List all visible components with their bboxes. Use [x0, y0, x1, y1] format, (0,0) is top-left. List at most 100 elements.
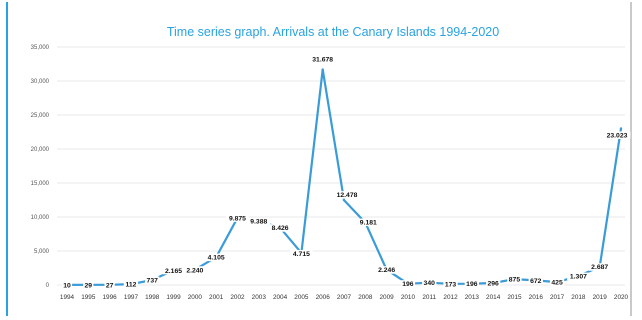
data-label-bg: [333, 191, 361, 199]
x-axis-ticks: 1994 1995 1996 1997 1998 1999 2000 2001 2002 2003…: [60, 294, 629, 301]
data-label-bg: [422, 279, 437, 287]
data-label-bg: [309, 55, 336, 64]
x-tick-label: 2018: [571, 294, 586, 301]
data-label-bg: [603, 131, 631, 139]
data-label: 296: [487, 280, 499, 287]
x-tick-label: 2014: [486, 294, 501, 301]
data-label: 173: [445, 281, 457, 288]
data-label-bg: [183, 266, 207, 274]
chart-title: Time series graph. Arrivals at the Canar…: [167, 25, 499, 39]
data-point: [619, 127, 623, 130]
x-tick-label: 2019: [593, 294, 608, 301]
data-label: 23.023: [607, 132, 628, 139]
x-tick-label: 2020: [614, 294, 629, 301]
x-tick-label: 2015: [507, 294, 522, 301]
x-tick-label: 2008: [358, 294, 373, 301]
data-label-bg: [464, 280, 479, 288]
y-tick-label: 15,000: [31, 181, 50, 187]
data-label-bg: [226, 214, 249, 222]
data-label-bg: [247, 217, 271, 226]
data-label: 4.715: [293, 251, 310, 258]
x-tick-label: 1999: [166, 294, 181, 301]
data-label-bg: [162, 266, 185, 275]
data-labels: 10 29 27 112 737 2.165 2.240 4.105 9.875 9.388 8.4…: [61, 55, 631, 289]
data-label-bg: [486, 279, 501, 287]
data-label-bg: [61, 281, 73, 289]
data-label: 31.678: [312, 57, 333, 64]
data-label: 9.875: [229, 215, 246, 222]
y-tick-label: 10,000: [31, 215, 50, 221]
data-label: 10: [63, 282, 71, 289]
data-label: 9.181: [360, 220, 377, 227]
data-label: 196: [466, 281, 478, 288]
data-label-bg: [145, 276, 160, 284]
data-label-bg: [375, 266, 398, 274]
data-label-bg: [268, 224, 292, 232]
x-tick-label: 2005: [294, 294, 309, 301]
data-label-bg: [204, 253, 228, 262]
data-label: 4.105: [208, 255, 225, 262]
y-tick-label: 35,000: [31, 45, 50, 51]
x-tick-label: 2016: [529, 294, 544, 301]
data-label-bg: [400, 280, 416, 288]
x-tick-label: 2017: [550, 294, 565, 301]
data-label: 2.687: [591, 264, 608, 271]
data-label-bg: [123, 280, 139, 289]
x-tick-label: 2002: [230, 294, 245, 301]
x-tick-label: 2009: [380, 294, 395, 301]
x-tick-label: 1994: [60, 294, 75, 301]
x-tick-label: 2011: [422, 294, 436, 301]
gridlines: [57, 46, 625, 286]
y-axis-ticks: 0 5,000 10,000 15,000 20,000 25,000 30,000 35,0…: [31, 45, 50, 289]
data-label: 12.478: [337, 192, 358, 199]
data-label: 29: [85, 282, 93, 289]
x-tick-label: 2013: [465, 294, 480, 301]
data-label: 2.165: [165, 268, 182, 275]
series-line-layer: [65, 68, 623, 287]
x-tick-label: 2000: [188, 294, 203, 301]
data-label-bg: [507, 275, 522, 284]
data-label: 8.426: [272, 225, 289, 232]
data-label-bg: [567, 272, 590, 281]
data-label-bg: [549, 278, 565, 287]
data-label: 425: [551, 280, 563, 287]
y-tick-label: 30,000: [31, 79, 50, 85]
x-tick-label: 2010: [401, 294, 416, 301]
data-label-bg: [528, 276, 543, 285]
y-tick-label: 20,000: [31, 147, 50, 153]
data-label: 2.240: [186, 267, 203, 274]
data-point: [321, 68, 324, 71]
data-label: 737: [147, 277, 159, 284]
x-tick-label: 2006: [316, 294, 331, 301]
x-tick-label: 2007: [337, 294, 352, 301]
data-label: 672: [530, 278, 542, 285]
data-label: 2.246: [378, 267, 395, 274]
data-label-bg: [83, 281, 94, 289]
data-label: 1.307: [570, 274, 587, 281]
x-tick-label: 2001: [209, 294, 224, 301]
data-label-bg: [357, 218, 380, 227]
x-tick-label: 1995: [81, 294, 96, 301]
x-tick-label: 1998: [145, 294, 160, 301]
data-label: 9.388: [250, 219, 267, 226]
data-label-bg: [104, 281, 115, 289]
data-label: 196: [402, 281, 414, 288]
y-tick-label: 0: [46, 283, 50, 289]
data-label-bg: [588, 263, 611, 271]
series-line: [66, 68, 623, 286]
data-point: [342, 198, 346, 202]
x-tick-label: 2003: [252, 294, 267, 301]
data-label-bg: [443, 280, 458, 288]
data-label-bg: [290, 249, 313, 258]
x-tick-label: 1996: [103, 294, 118, 301]
chart-frame: [6, 2, 632, 316]
x-tick-label: 2004: [273, 294, 288, 301]
y-tick-label: 25,000: [31, 113, 50, 119]
data-label: 27: [106, 282, 114, 289]
x-tick-label: 1997: [124, 294, 139, 301]
x-tick-label: 2012: [443, 294, 458, 301]
data-label: 875: [509, 277, 521, 284]
data-label: 112: [125, 282, 136, 289]
data-label: 340: [424, 280, 436, 287]
